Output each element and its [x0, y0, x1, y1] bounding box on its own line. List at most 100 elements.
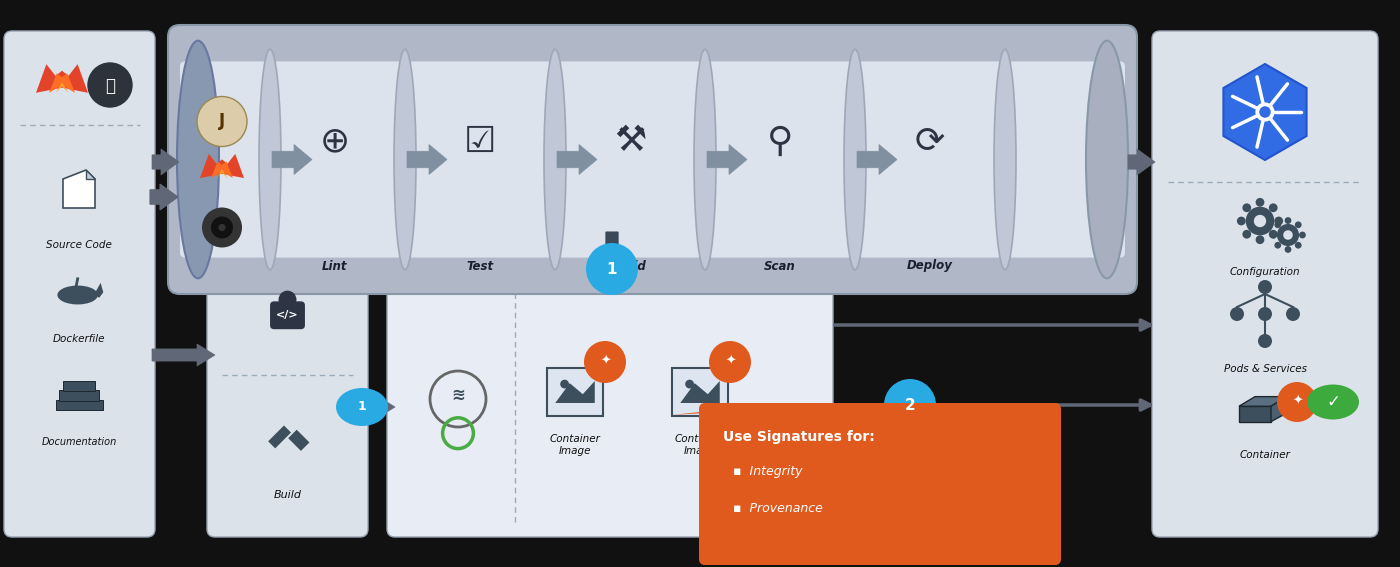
Circle shape	[1259, 334, 1273, 348]
Circle shape	[1268, 204, 1278, 212]
Text: Use Signatures for:: Use Signatures for:	[722, 430, 875, 444]
Polygon shape	[407, 145, 447, 175]
Circle shape	[1238, 217, 1246, 226]
Polygon shape	[557, 145, 596, 175]
Circle shape	[1295, 242, 1302, 248]
Polygon shape	[217, 170, 228, 178]
Text: Source Code: Source Code	[46, 240, 112, 250]
Text: 1: 1	[606, 261, 617, 277]
Polygon shape	[269, 425, 291, 448]
Circle shape	[1299, 231, 1306, 238]
Circle shape	[1242, 230, 1252, 239]
Circle shape	[1259, 307, 1273, 321]
Circle shape	[1246, 207, 1274, 235]
Circle shape	[1256, 198, 1264, 207]
Ellipse shape	[176, 41, 218, 278]
Polygon shape	[211, 162, 232, 178]
Text: Build: Build	[273, 490, 301, 500]
Circle shape	[1254, 215, 1266, 227]
Circle shape	[1270, 231, 1277, 238]
Text: ⊕: ⊕	[319, 125, 350, 159]
Polygon shape	[200, 154, 244, 178]
Circle shape	[1256, 235, 1264, 244]
Circle shape	[1277, 382, 1317, 422]
Circle shape	[1284, 230, 1292, 240]
Text: Container
Image: Container Image	[550, 434, 601, 456]
Circle shape	[1259, 280, 1273, 294]
Ellipse shape	[545, 49, 566, 270]
Text: ✓: ✓	[1326, 393, 1340, 411]
Circle shape	[197, 96, 246, 146]
Polygon shape	[857, 145, 897, 175]
FancyBboxPatch shape	[547, 368, 603, 416]
Polygon shape	[49, 73, 76, 93]
Polygon shape	[150, 184, 178, 210]
Text: 2: 2	[904, 397, 916, 413]
Circle shape	[685, 380, 694, 388]
Text: Deploy: Deploy	[907, 260, 953, 273]
Circle shape	[1295, 221, 1302, 228]
Polygon shape	[672, 409, 770, 415]
Circle shape	[1242, 204, 1252, 212]
FancyBboxPatch shape	[672, 368, 728, 416]
Polygon shape	[377, 396, 395, 418]
Polygon shape	[1239, 397, 1287, 406]
Polygon shape	[153, 149, 179, 175]
Text: Container
Image: Container Image	[675, 434, 725, 456]
FancyBboxPatch shape	[699, 403, 1061, 565]
Circle shape	[1277, 224, 1299, 246]
Circle shape	[211, 217, 232, 239]
Ellipse shape	[393, 49, 416, 270]
Ellipse shape	[694, 49, 715, 270]
Text: ▪  Integrity: ▪ Integrity	[734, 464, 802, 477]
Polygon shape	[85, 170, 95, 179]
Circle shape	[587, 243, 638, 295]
Ellipse shape	[57, 286, 98, 304]
Text: ☑: ☑	[463, 125, 496, 159]
Circle shape	[1256, 103, 1274, 121]
Text: Pods & Services: Pods & Services	[1224, 364, 1306, 374]
Text: Ⓖ: Ⓖ	[105, 77, 115, 95]
Circle shape	[1274, 217, 1284, 226]
Polygon shape	[63, 170, 95, 208]
Polygon shape	[1271, 397, 1287, 422]
Polygon shape	[153, 344, 216, 366]
FancyBboxPatch shape	[181, 61, 1126, 257]
Text: Documentation: Documentation	[42, 437, 116, 447]
Text: Test: Test	[466, 260, 494, 273]
Circle shape	[1231, 307, 1245, 321]
Text: Lint: Lint	[322, 260, 347, 273]
Polygon shape	[94, 283, 104, 298]
Circle shape	[1285, 217, 1291, 224]
Text: Dockerfile: Dockerfile	[53, 334, 105, 344]
Polygon shape	[1239, 406, 1271, 422]
Ellipse shape	[844, 49, 867, 270]
Circle shape	[218, 224, 225, 231]
Circle shape	[279, 291, 297, 308]
Text: J: J	[218, 112, 225, 130]
FancyBboxPatch shape	[56, 400, 102, 410]
Polygon shape	[1128, 149, 1155, 175]
Text: ⚒: ⚒	[613, 125, 647, 159]
Ellipse shape	[1086, 41, 1128, 278]
Circle shape	[1285, 246, 1291, 253]
Ellipse shape	[259, 49, 281, 270]
Polygon shape	[556, 381, 595, 403]
Polygon shape	[272, 145, 312, 175]
FancyBboxPatch shape	[168, 25, 1137, 294]
Text: ✦: ✦	[725, 354, 736, 367]
Text: ⚲: ⚲	[767, 125, 794, 159]
Text: Scan: Scan	[764, 260, 795, 273]
Text: ✦: ✦	[1292, 395, 1303, 408]
FancyBboxPatch shape	[1152, 31, 1378, 537]
Ellipse shape	[994, 49, 1016, 270]
Text: Build: Build	[613, 260, 647, 273]
FancyBboxPatch shape	[270, 301, 305, 329]
Polygon shape	[680, 381, 720, 403]
Ellipse shape	[336, 388, 388, 426]
Ellipse shape	[1308, 384, 1359, 420]
Circle shape	[1287, 307, 1301, 321]
Text: ⬤: ⬤	[97, 73, 123, 97]
Polygon shape	[601, 232, 623, 277]
Circle shape	[88, 63, 132, 107]
